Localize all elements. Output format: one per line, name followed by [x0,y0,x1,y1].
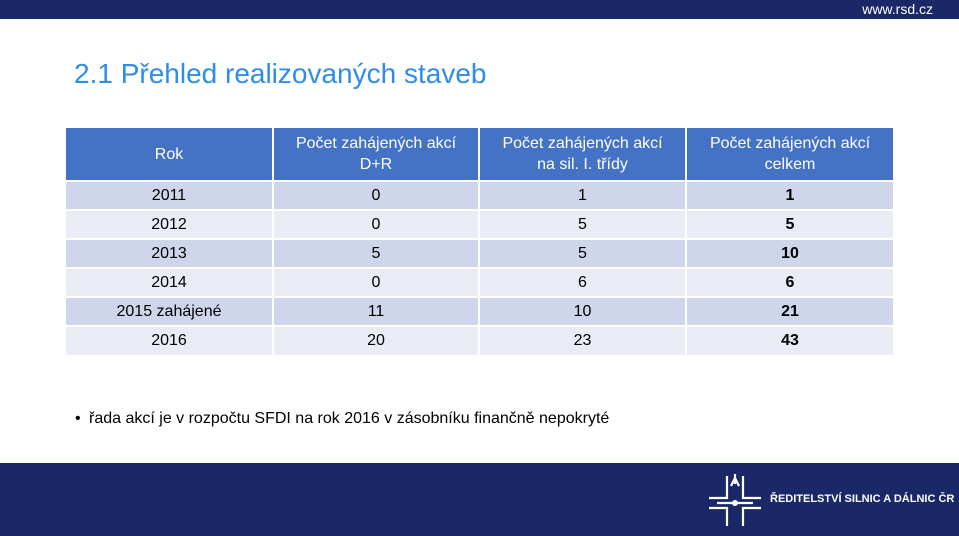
cell-total: 1 [686,180,893,210]
cell-dr: 0 [273,267,480,297]
column-header-year: Rok [66,128,274,181]
note-text: řada akcí je v rozpočtu SFDI na rok 2016… [89,410,610,427]
cell-total: 6 [686,267,893,297]
cell-dr: 20 [273,325,480,355]
table-row: 2014 0 6 6 [66,267,893,297]
cell-total: 43 [686,325,893,355]
cell-year: 2016 [66,325,274,355]
cell-class-one: 5 [479,209,687,239]
cell-dr: 0 [273,180,480,210]
rsd-logo-icon [709,474,761,526]
table-row: 2011 0 1 1 [66,180,893,210]
cell-dr: 11 [273,296,480,326]
cell-dr: 5 [273,238,480,268]
column-header-dr: Počet zahájených akcí D+R [273,128,480,181]
table-row: 2015 zahájené 11 10 21 [66,296,893,326]
cell-year: 2013 [66,238,274,268]
cell-total: 5 [686,209,893,239]
cell-class-one: 5 [479,238,687,268]
column-header-total: Počet zahájených akcí celkem [686,128,893,181]
website-url[interactable]: www.rsd.cz [862,1,933,17]
cell-year: 2014 [66,267,274,297]
cell-total: 10 [686,238,893,268]
column-header-class-one-roads: Počet zahájených akcí na sil. I. třídy [479,128,687,181]
footer-bar [0,463,959,536]
cell-dr: 0 [273,209,480,239]
bullet-note: • řada akcí je v rozpočtu SFDI na rok 201… [75,410,609,428]
logo-text: ŘEDITELSTVÍ SILNIC A DÁLNIC ČR [770,493,955,505]
top-bar: www.rsd.cz [0,0,959,19]
table-row: 2016 20 23 43 [66,325,893,355]
cell-class-one: 23 [479,325,687,355]
table-header-row: Rok Počet zahájených akcí D+R Počet zaháj… [66,128,893,181]
cell-year: 2012 [66,209,274,239]
bullet-icon: • [75,410,81,427]
slide-title: 2.1 Přehled realizovaných staveb [74,58,487,89]
cell-class-one: 1 [479,180,687,210]
cell-class-one: 10 [479,296,687,326]
cell-class-one: 6 [479,267,687,297]
cell-year: 2011 [66,180,274,210]
table-row: 2013 5 5 10 [66,238,893,268]
constructions-table: Rok Počet zahájených akcí D+R Počet zaháj… [66,128,893,355]
cell-year: 2015 zahájené [66,296,274,326]
table-row: 2012 0 5 5 [66,209,893,239]
cell-total: 21 [686,296,893,326]
